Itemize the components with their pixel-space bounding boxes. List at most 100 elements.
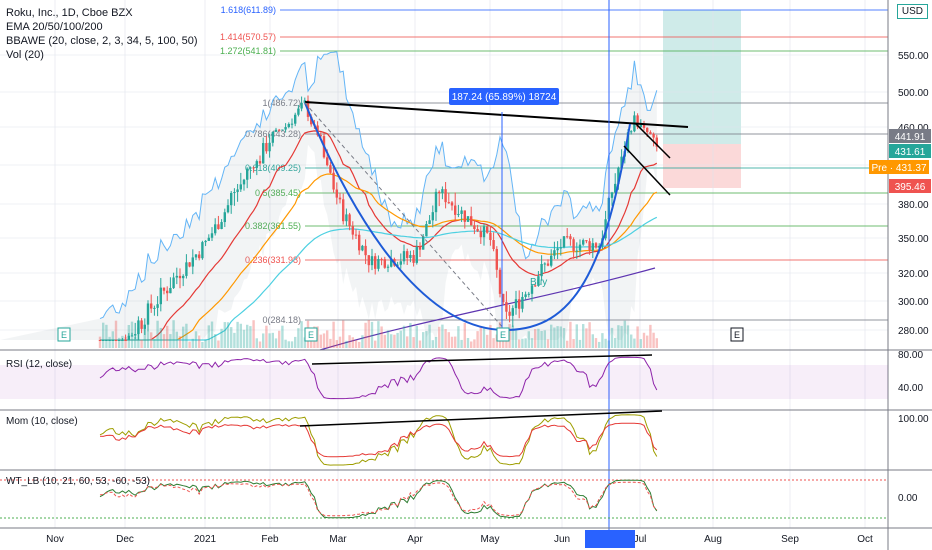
volume-bar <box>489 325 492 348</box>
candle-body <box>540 264 543 277</box>
candle-body <box>185 262 188 276</box>
fib-level-label: 0.618(409.25) <box>245 163 301 173</box>
volume-bar <box>537 328 540 348</box>
candle-body <box>406 251 409 258</box>
symbol-title[interactable]: Roku, Inc., 1D, Cboe BZX <box>6 7 133 19</box>
grid <box>0 0 888 528</box>
candle-body <box>518 299 521 309</box>
earnings-marker-apr[interactable]: E <box>496 327 510 342</box>
volume-bar <box>543 330 546 348</box>
candle-body <box>326 157 329 166</box>
indicator-ema[interactable]: EMA 20/50/100/200 <box>6 21 103 33</box>
volume-bar <box>415 325 418 348</box>
candle-body <box>310 116 313 125</box>
volume-bar <box>265 325 268 348</box>
candle-body <box>422 236 425 250</box>
indicator-volume[interactable]: Vol (20) <box>6 49 44 61</box>
candle-body <box>396 264 399 266</box>
candle-body <box>610 192 614 198</box>
time-label: Dec <box>116 534 134 545</box>
candle-body <box>249 167 252 169</box>
volume-bar <box>655 338 658 348</box>
stop-zone <box>663 144 741 188</box>
volume-bar <box>588 322 591 348</box>
volume-bar <box>514 328 518 348</box>
earnings-marker-nov[interactable]: E <box>57 327 71 342</box>
indicator-line <box>99 479 658 519</box>
indicator-bbawe[interactable]: BBAWE (20, close, 2, 3, 34, 5, 100, 50) <box>6 35 198 47</box>
time-axis[interactable]: NovDec2021FebMarAprMayJun18 Jun '21JulAu… <box>46 534 873 545</box>
candle-body <box>358 234 361 251</box>
price-tick: 460.00 <box>898 123 929 134</box>
time-label: Feb <box>261 534 279 545</box>
candle-body <box>204 240 207 243</box>
candle-body <box>367 255 370 266</box>
candle-body <box>300 102 303 109</box>
volume-bar <box>534 329 537 348</box>
time-label: Aug <box>704 534 722 545</box>
currency-button[interactable]: USD <box>896 4 928 19</box>
volume-bar <box>380 326 383 348</box>
candle-body <box>495 249 498 270</box>
volume-bar <box>150 332 153 348</box>
volume-bar <box>466 337 470 348</box>
candle-body <box>364 245 367 256</box>
earnings-marker-upcoming[interactable]: E <box>730 327 744 342</box>
candle-body <box>460 210 463 214</box>
volume-bar <box>594 338 598 348</box>
candle-body <box>111 340 114 341</box>
price-tick: 500.00 <box>898 88 929 99</box>
volume-bar <box>188 341 191 348</box>
volume-bar <box>204 339 207 348</box>
wavetrend-pane <box>99 479 658 519</box>
main-pane[interactable] <box>0 0 888 350</box>
volume-bar <box>396 332 399 348</box>
price-axis[interactable]: 550.00500.00460.00420.00380.00350.00320.… <box>898 51 929 337</box>
candle-body <box>588 241 591 251</box>
time-label: Jun <box>554 534 570 545</box>
time-label: Oct <box>857 534 873 545</box>
candle-body <box>127 335 130 340</box>
volume-bar <box>326 330 329 348</box>
candle-body <box>137 320 140 335</box>
volume-bar <box>297 328 300 348</box>
candle-body <box>578 244 582 251</box>
volume-bar <box>639 339 642 348</box>
candle-body <box>281 129 284 131</box>
earnings-marker-feb[interactable]: E <box>304 327 318 342</box>
volume-bar <box>642 332 646 348</box>
volume-bar <box>502 335 505 348</box>
volume-bar <box>550 324 553 348</box>
rsi-pane <box>99 356 658 400</box>
volume-bar <box>457 326 460 348</box>
volume-bar <box>646 335 649 348</box>
price-overlays <box>0 51 658 351</box>
volume-bar <box>447 332 450 348</box>
candle-body <box>182 275 185 279</box>
volume-bar <box>649 324 652 348</box>
volume-bar <box>623 320 626 348</box>
volume-bar <box>636 326 639 348</box>
volume-bar <box>505 337 508 348</box>
volume-bar <box>233 332 236 348</box>
flag-top-line <box>635 123 671 159</box>
volume-bar <box>258 341 262 348</box>
indicator-tick: 100.00 <box>898 414 929 425</box>
volume-bar <box>409 322 412 348</box>
volume-bar <box>210 321 214 348</box>
candle-body <box>380 259 383 261</box>
candle-body <box>428 220 431 224</box>
volume-bar <box>425 331 428 348</box>
volume-bar <box>354 339 358 348</box>
candle-body <box>508 311 511 316</box>
candle-body <box>470 216 473 226</box>
candles <box>98 95 658 348</box>
volume-bar <box>575 324 578 348</box>
candle-body <box>342 199 345 222</box>
volume-bar <box>406 336 409 348</box>
candle-body <box>473 225 476 230</box>
candle-body <box>466 216 470 222</box>
volume-bar <box>284 339 287 348</box>
volume-bar <box>242 329 246 348</box>
